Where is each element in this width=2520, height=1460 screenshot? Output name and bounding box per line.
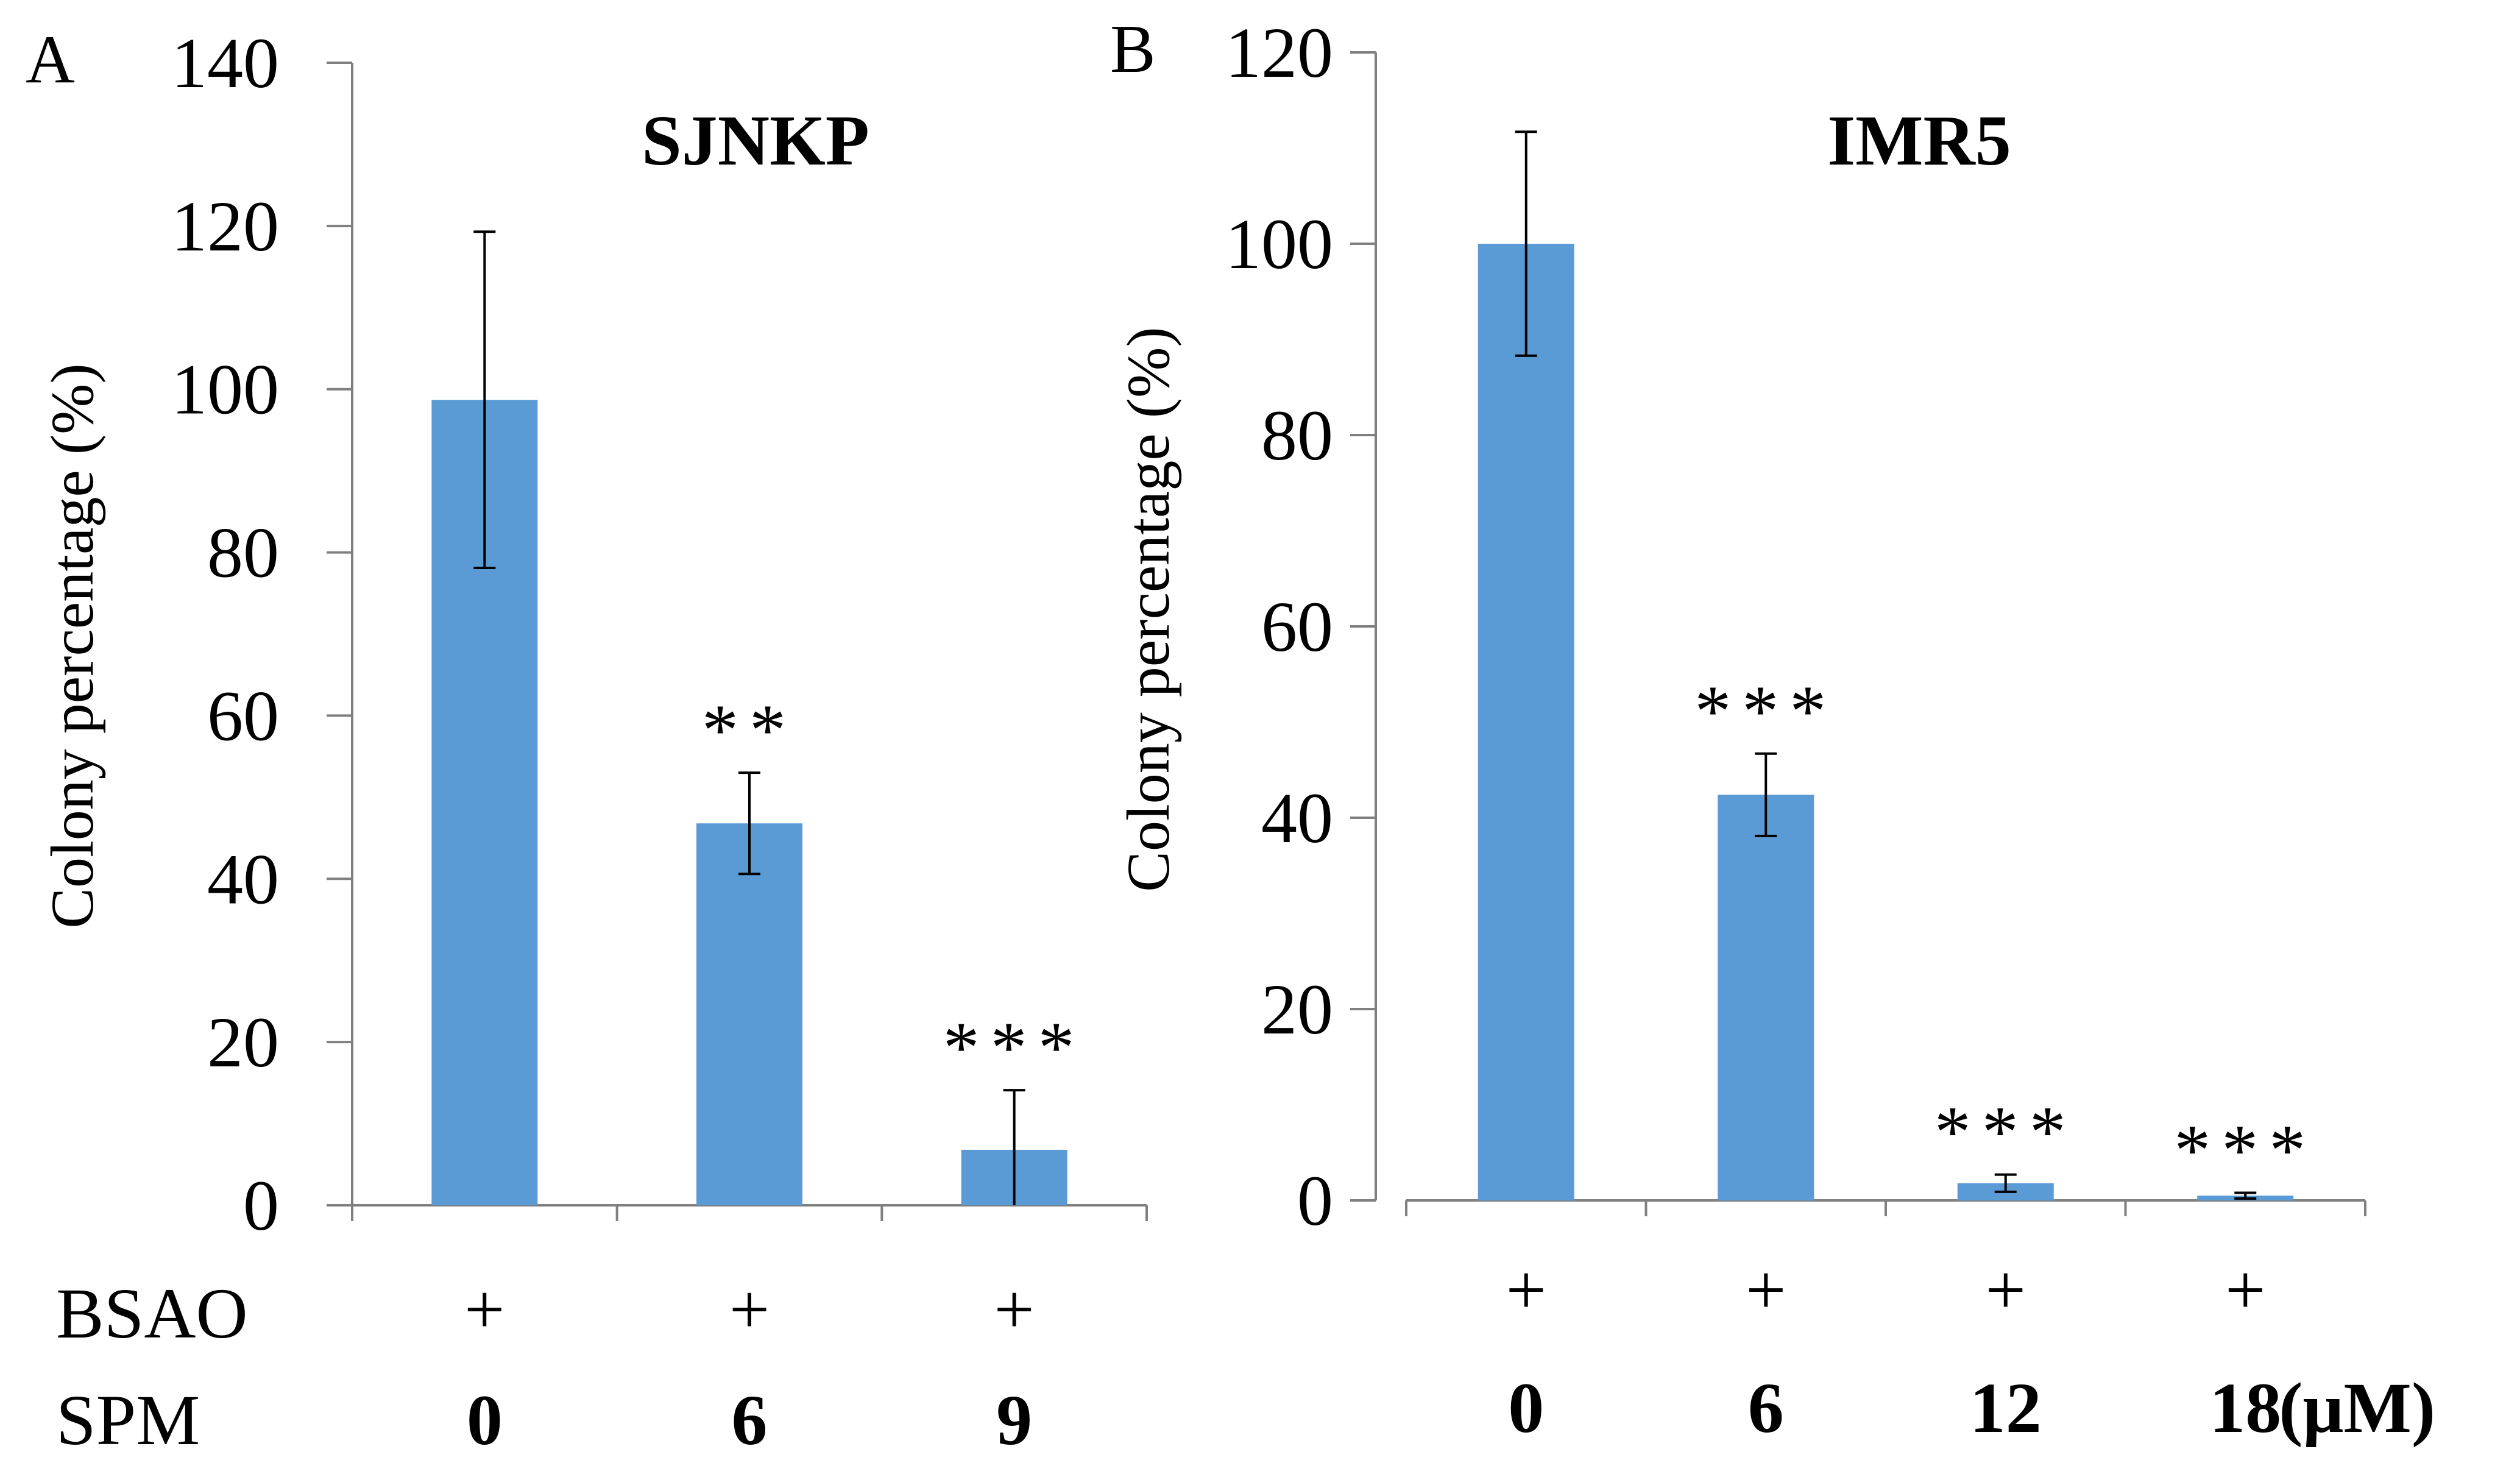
panel-b-y-tick-label: 0 [1297,1161,1333,1241]
panel-b-title: IMR5 [1827,101,2011,180]
panel-a-y-tick-label: 20 [207,1002,279,1082]
panel-a-y-tick-label: 140 [171,23,279,103]
panel-a-bar [696,823,802,1205]
spm-row-label: SPM [56,1380,200,1460]
panel-b-bsao-value: + [1506,1250,1546,1330]
panel-a-letter: A [26,22,75,97]
panel-b-bsao-value: + [2225,1250,2266,1330]
panel-b-y-tick-label: 100 [1225,204,1333,284]
panel-b-y-tick-label: 80 [1261,395,1333,475]
panel-a-bsao-value: + [464,1269,505,1349]
panel-b-y-tick-label: 60 [1261,587,1333,667]
panel-a-y-axis-label: Colony percentage (%) [38,363,106,928]
panel-a-y-tick-label: 120 [171,186,279,266]
panel-b-bar [1478,244,1574,1200]
panel-b-significance-label: *** [1934,1091,2077,1172]
panel-a-bsao-value: + [994,1269,1035,1349]
panel-a-y-tick-label: 80 [207,513,279,593]
panel-b-bar [1718,795,1814,1200]
panel-b-x-category-label: 0 [1508,1368,1544,1448]
panel-a-x-category-label: 0 [467,1380,503,1460]
panel-b-x-category-label: 6 [1748,1368,1784,1448]
panel-a-y-tick-label: 0 [243,1166,279,1246]
panel-b-x-category-label: 18 [2209,1368,2281,1448]
panel-a-significance-label: *** [943,1007,1086,1088]
panel-b-bsao-value: + [1985,1250,2026,1330]
panel-a-chart: A SJNKP Colony percentage (%) BSAO SPM 0… [26,22,1148,1460]
panel-a-title: SJNKP [642,101,869,180]
panel-a-y-tick-label: 60 [207,676,279,756]
panel-b-chart: B IMR5 Colony percentage (%) 02040608010… [1110,12,2435,1448]
panel-b-unit-label: (μM) [2279,1368,2435,1448]
panel-b-y-tick-label: 120 [1225,13,1333,93]
panel-a-significance-label: ** [702,689,797,770]
panel-a-x-category-label: 9 [996,1380,1032,1460]
panel-a-y-tick-label: 40 [207,839,279,919]
panel-b-y-tick-label: 40 [1261,778,1333,858]
panel-b-significance-label: *** [1694,670,1837,751]
bsao-row-label: BSAO [56,1274,248,1353]
panel-b-letter: B [1110,12,1156,87]
panel-b-x-category-label: 12 [1970,1368,2042,1448]
panel-b-significance-label: *** [2174,1109,2316,1190]
panel-a-bsao-value: + [729,1269,770,1349]
panel-b-bsao-value: + [1746,1250,1786,1330]
panel-b-y-axis-label: Colony percentage (%) [1114,327,1182,891]
panel-a-y-tick-label: 100 [171,350,279,430]
panel-a-x-category-label: 6 [732,1380,768,1460]
panel-b-y-tick-label: 20 [1261,969,1333,1049]
